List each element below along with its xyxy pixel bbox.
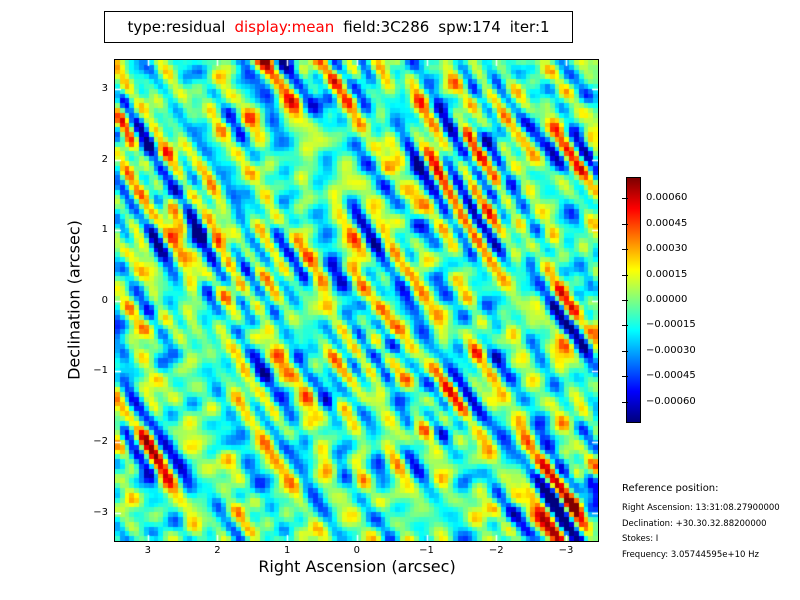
- x-tick-label: −1: [419, 545, 434, 556]
- colorbar-tick-mark: [622, 325, 628, 326]
- y-tick-label: −1: [93, 365, 108, 377]
- x-axis-label: Right Ascension (arcsec): [258, 557, 456, 576]
- colorbar-tick-label: 0.00015: [646, 268, 688, 280]
- colorbar-tick-mark: [622, 198, 628, 199]
- y-tick-label: −3: [93, 506, 108, 518]
- colorbar-tick-mark: [622, 351, 628, 352]
- colorbar-tick-label: −0.00045: [646, 370, 696, 382]
- x-tick-label: 0: [353, 545, 361, 556]
- reference-stokes: Stokes: I: [622, 534, 659, 544]
- colorbar-frame: [626, 177, 641, 423]
- colorbar-tick-label: 0.00000: [646, 294, 688, 305]
- title-segment-type: type:residual: [127, 18, 226, 36]
- colorbar-tick-label: −0.00030: [646, 344, 696, 356]
- x-tick-label: 3: [144, 545, 151, 556]
- colorbar-tick-mark: [622, 275, 628, 276]
- x-tick-label: −2: [488, 545, 504, 556]
- reference-ra: Right Ascension: 13:31:08.27900000: [622, 503, 780, 513]
- reference-heading: Reference position:: [622, 483, 719, 494]
- title-box: type:residual display:mean field:3C286 s…: [104, 11, 573, 43]
- x-tick-label: 1: [283, 545, 291, 556]
- colorbar-tick-mark: [622, 402, 628, 403]
- title-segment-field: field:3C286: [343, 18, 430, 36]
- y-tick-label: 1: [101, 224, 108, 236]
- colorbar-tick-mark: [622, 300, 628, 301]
- colorbar-tick-label: −0.00060: [646, 395, 696, 407]
- colorbar-tick-mark: [622, 224, 628, 225]
- y-tick-label: −2: [93, 436, 108, 448]
- colorbar-tick-label: 0.00045: [646, 217, 688, 229]
- reference-position-block: Reference position: Right Ascension: 13:…: [622, 483, 792, 565]
- y-tick-label: 0: [101, 294, 108, 306]
- title-segment-spw: spw:174: [438, 18, 501, 36]
- colorbar-tick-label: −0.00015: [646, 319, 696, 331]
- colorbar-tick-mark: [622, 249, 628, 250]
- title-segment-display: display:mean: [234, 18, 335, 36]
- reference-dec: Declination: +30.30.32.88200000: [622, 518, 767, 529]
- colorbar-tick-label: 0.00060: [646, 192, 688, 204]
- y-tick-label: 3: [101, 82, 108, 94]
- reference-frequency: Frequency: 3.05744595e+10 Hz: [622, 549, 759, 560]
- colorbar-tick-mark: [622, 376, 628, 377]
- y-tick-label: 2: [101, 153, 108, 165]
- colorbar: [627, 178, 640, 422]
- plot-frame: [114, 59, 599, 542]
- colorbar-tick-label: 0.00030: [646, 243, 688, 255]
- x-tick-label: −3: [558, 545, 574, 556]
- title-segment-iter: iter:1: [509, 18, 550, 36]
- residual-image: [115, 60, 598, 541]
- x-tick-label: 2: [214, 545, 221, 556]
